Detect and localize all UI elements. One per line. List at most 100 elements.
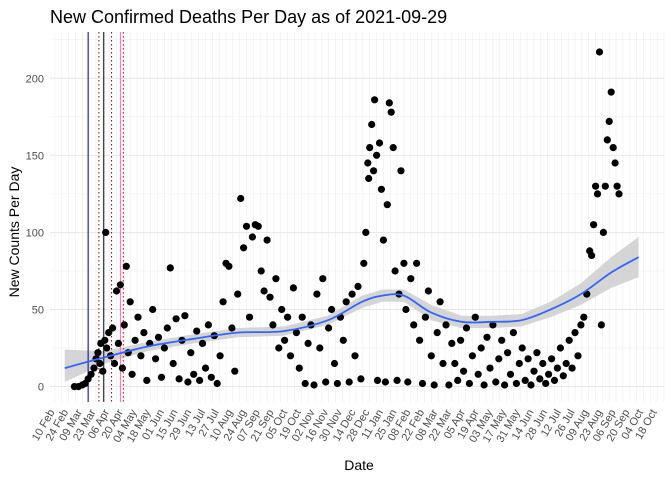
data-point xyxy=(154,333,163,341)
data-point xyxy=(609,144,617,152)
data-point xyxy=(509,329,517,337)
data-point xyxy=(462,324,471,332)
data-point xyxy=(289,284,297,292)
data-point xyxy=(266,293,274,301)
data-point xyxy=(407,275,415,283)
data-point xyxy=(433,329,441,337)
data-point xyxy=(416,336,424,344)
data-point xyxy=(460,367,468,375)
data-point xyxy=(465,379,473,388)
data-point xyxy=(298,313,306,321)
data-point xyxy=(454,376,462,384)
y-tick-labels: 0 50 100 150 200 xyxy=(26,73,44,393)
data-point xyxy=(501,381,509,389)
data-point xyxy=(427,352,435,360)
data-point xyxy=(109,324,117,332)
y-tick-label: 100 xyxy=(26,227,44,239)
data-point xyxy=(533,349,541,357)
chart-title: New Confirmed Deaths Per Day as of 2021-… xyxy=(50,7,447,27)
data-point xyxy=(275,344,283,352)
data-point xyxy=(254,222,262,230)
data-point xyxy=(442,321,450,329)
data-point xyxy=(201,364,210,372)
data-point xyxy=(371,96,379,104)
data-point xyxy=(301,379,309,388)
data-point xyxy=(216,352,224,360)
data-point xyxy=(292,329,300,337)
data-point xyxy=(110,359,119,368)
smooth-layer xyxy=(64,256,640,369)
data-point xyxy=(593,190,602,198)
data-point xyxy=(377,185,385,193)
data-point xyxy=(439,359,447,368)
data-point xyxy=(515,359,523,368)
data-point xyxy=(213,379,221,388)
data-point xyxy=(451,359,459,368)
data-point xyxy=(157,373,166,381)
data-point xyxy=(559,372,567,380)
data-point xyxy=(489,321,497,329)
grid-layer xyxy=(50,32,665,402)
data-point xyxy=(112,287,121,295)
data-point xyxy=(366,144,374,152)
data-point xyxy=(94,349,102,357)
data-point xyxy=(383,201,391,209)
data-point xyxy=(565,336,573,344)
data-point xyxy=(103,344,111,352)
data-point xyxy=(607,88,615,96)
data-point xyxy=(605,117,613,125)
data-point xyxy=(284,313,292,321)
data-point xyxy=(370,167,378,175)
data-point xyxy=(248,233,256,241)
data-point xyxy=(99,367,107,375)
data-point xyxy=(553,364,562,372)
data-point xyxy=(269,321,277,329)
data-point xyxy=(492,378,500,386)
data-point xyxy=(393,376,401,384)
data-point xyxy=(436,298,444,306)
data-point xyxy=(181,312,189,320)
data-point xyxy=(477,344,485,352)
data-point xyxy=(375,139,384,147)
data-point xyxy=(574,352,582,360)
data-point xyxy=(506,370,515,378)
data-point xyxy=(193,327,201,335)
data-point xyxy=(316,344,324,352)
data-point xyxy=(240,244,248,252)
data-point xyxy=(592,182,600,190)
data-point xyxy=(207,373,215,381)
data-point xyxy=(245,313,254,321)
data-point xyxy=(357,375,365,383)
data-point xyxy=(152,355,160,363)
data-point xyxy=(368,120,376,129)
data-point xyxy=(590,221,598,229)
data-point xyxy=(310,381,318,389)
smooth-line xyxy=(64,256,640,369)
data-point xyxy=(118,364,126,372)
data-point xyxy=(577,321,585,329)
data-point xyxy=(486,364,494,372)
data-point xyxy=(588,251,596,260)
data-point xyxy=(599,228,608,236)
data-point xyxy=(556,344,565,352)
data-point xyxy=(597,321,606,329)
y-tick-label: 200 xyxy=(26,73,44,85)
data-point xyxy=(385,99,393,107)
data-point xyxy=(322,378,330,386)
data-point xyxy=(101,336,109,344)
plot-panel xyxy=(50,32,664,402)
data-point xyxy=(128,370,136,378)
data-point xyxy=(263,236,271,244)
data-point xyxy=(512,379,521,388)
data-point xyxy=(611,159,619,167)
data-point xyxy=(373,151,381,159)
data-point xyxy=(518,344,526,352)
data-point xyxy=(550,376,559,384)
band-layer xyxy=(64,237,639,382)
data-point xyxy=(102,228,110,236)
data-point xyxy=(413,259,421,267)
data-point xyxy=(445,381,453,389)
data-point xyxy=(342,298,350,306)
data-point xyxy=(328,305,336,314)
